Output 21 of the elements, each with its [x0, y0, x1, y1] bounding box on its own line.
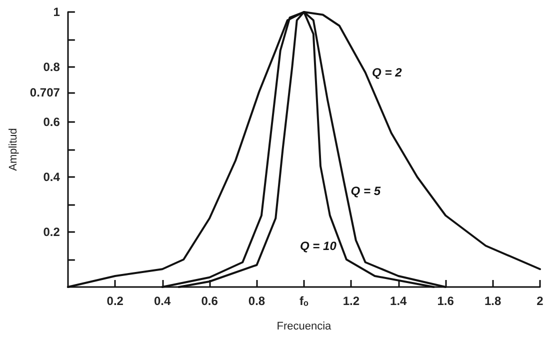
x-tick-label: 0.2: [106, 294, 124, 308]
x-axis-title: Frecuencia: [276, 320, 332, 332]
y-tick-label: 0.707: [30, 86, 60, 100]
y-tick-label: 0.4: [43, 170, 60, 184]
x-tick-label: 1.2: [342, 294, 360, 308]
x-tick-label: 0.6: [201, 294, 218, 308]
y-tick-label: 1: [53, 5, 60, 19]
y-tick-label: 0.8: [43, 60, 60, 74]
x-tick-label: 0.8: [248, 294, 266, 308]
annotation: Q = 2: [372, 66, 402, 80]
x-tick-label: 2: [536, 294, 544, 308]
x-tick-label: 1.4: [390, 294, 408, 308]
y-axis-title: Amplitud: [8, 128, 20, 171]
y-tick-label: 0.2: [43, 225, 60, 239]
y-tick-label: 0.6: [43, 115, 60, 129]
annotation: Q = 5: [350, 184, 381, 198]
x-tick-label: 1.8: [484, 294, 502, 308]
x-tick-label: fₒ: [300, 294, 308, 308]
annotation: Q = 10: [300, 238, 337, 253]
x-tick-label: 0.4: [154, 294, 172, 308]
x-tick-label: 1.6: [437, 294, 454, 308]
